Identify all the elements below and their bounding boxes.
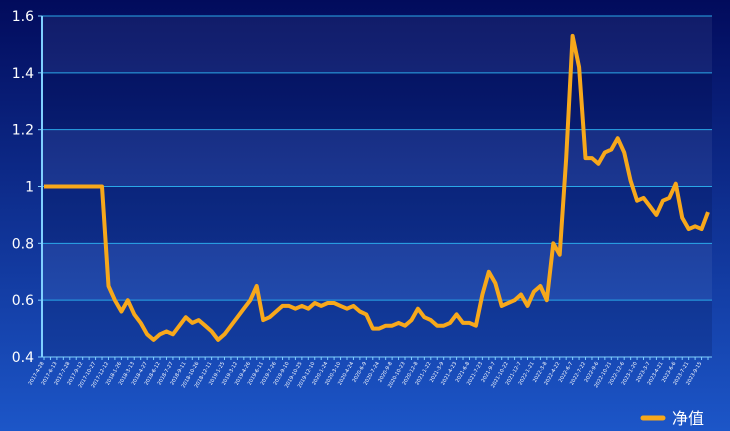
band	[42, 186, 712, 244]
y-tick-label: 1	[25, 180, 34, 196]
band	[42, 16, 712, 73]
line	[44, 33, 710, 342]
band	[42, 129, 712, 187]
band	[42, 72, 712, 130]
band	[42, 243, 712, 301]
legend-label: 净值	[672, 409, 704, 428]
y-tick-label: 0.8	[12, 236, 34, 252]
y-tick-label: 0.4	[12, 350, 34, 366]
y-tick-label: 1.4	[12, 66, 34, 82]
y-tick-label: 1.6	[12, 9, 34, 25]
y-tick-label: 1.2	[12, 123, 34, 139]
y-tick-label: 0.6	[12, 293, 34, 309]
